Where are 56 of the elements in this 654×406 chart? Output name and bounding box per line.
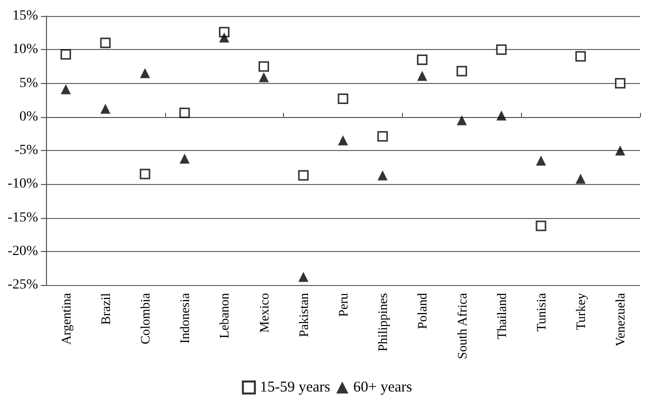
point [576,174,586,184]
point [536,220,546,232]
y-tick-label: 15% [12,8,38,24]
point [298,170,309,181]
point [258,72,269,82]
x-tick-label: Peru [336,292,350,317]
point [179,108,190,118]
y-tick-label: -5% [14,143,38,158]
x-tick-label: Argentina [58,292,74,345]
point [60,84,71,94]
point [575,51,586,62]
x-tick-label: Indonesia [177,292,192,344]
point [338,135,348,146]
point [219,32,230,43]
y-tick-label: -10% [8,176,38,192]
point [536,156,546,166]
x-tick-label: Brazil [98,292,113,325]
legend-label: 15-59 years [260,380,330,396]
point [140,68,150,78]
point [180,154,190,164]
legend-label: 60+ years [353,380,412,396]
x-tick-label: Mexico [256,293,272,333]
y-tick-label: -15% [8,210,38,226]
point [377,131,388,142]
x-tick-label: South Africa [454,292,470,360]
point [218,26,230,38]
y-tick-label: -20% [8,244,38,259]
point [258,61,270,72]
x-tick-label: Turkey [573,292,588,330]
point [456,66,468,76]
x-tick-label: Pakistan [296,292,311,338]
point [378,170,388,180]
point [496,44,507,55]
y-tick-label: 10% [12,42,38,58]
y-tick-label: -25% [8,278,38,292]
point [100,38,111,48]
point [417,70,428,81]
y-tick-label: 0% [19,109,38,124]
point [140,168,150,180]
x-tick-label: Venezuela [612,292,628,346]
point [615,146,626,156]
point [614,78,626,88]
x-tick-label: Tunisia [534,292,548,332]
x-tick-label: Thailand [494,292,509,340]
x-tick-label: Lebanon [216,292,232,338]
x-tick-label: Poland [414,292,430,330]
point [298,272,308,282]
x-tick-label: Colombia [138,292,152,344]
point [338,93,348,104]
point [456,115,467,126]
y-tick-label: 5% [19,76,38,91]
point [100,104,110,114]
point [60,49,72,60]
point [416,54,428,65]
x-tick-label: Philippines [375,293,390,352]
point [496,110,506,121]
